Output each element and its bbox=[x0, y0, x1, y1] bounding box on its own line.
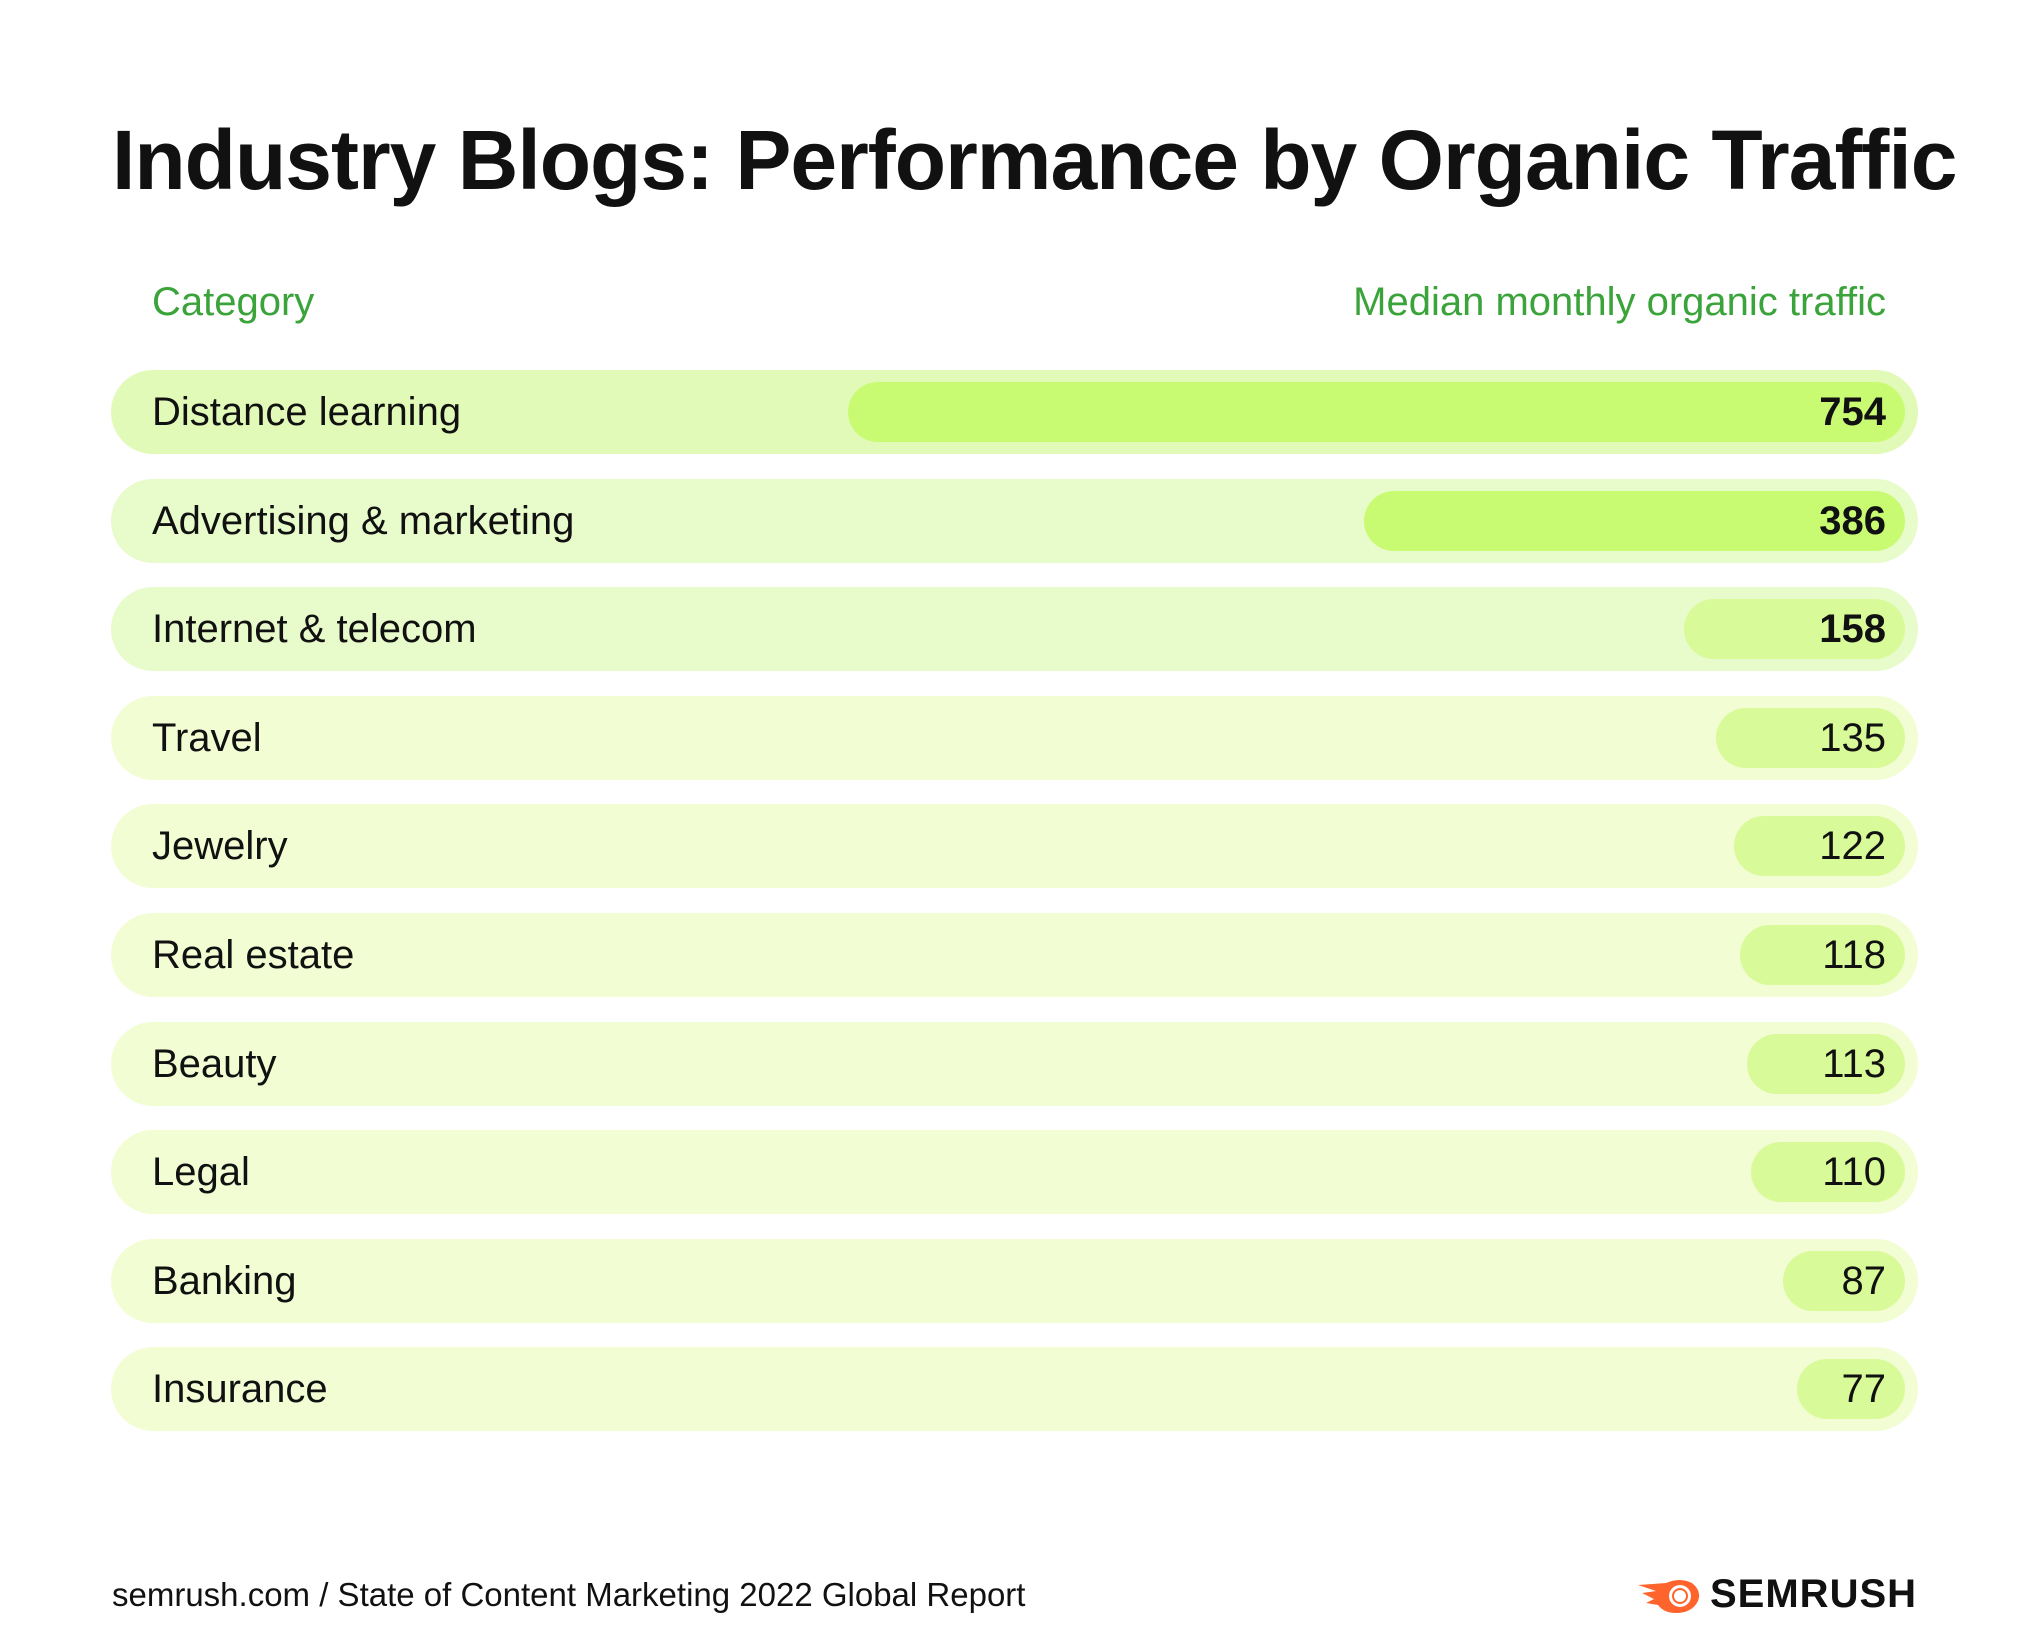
category-label: Real estate bbox=[152, 933, 355, 977]
semrush-logo: SEMRUSH bbox=[1636, 1572, 1917, 1617]
value-label: 113 bbox=[1822, 1041, 1886, 1086]
bar bbox=[1363, 490, 1905, 551]
value-label: 135 bbox=[1819, 715, 1886, 760]
bar bbox=[1739, 925, 1905, 985]
category-label: Advertising & marketing bbox=[152, 498, 575, 543]
category-label: Insurance bbox=[152, 1367, 328, 1412]
bar bbox=[1733, 816, 1905, 877]
bar-row: Distance learning 754 bbox=[111, 370, 1918, 454]
bar-row: Banking 87 bbox=[111, 1238, 1918, 1323]
bar-row: Beauty 113 bbox=[111, 1021, 1918, 1106]
bar-row: Advertising & marketing 386 bbox=[111, 478, 1918, 563]
value-label: 754 bbox=[1819, 390, 1886, 434]
value-label: 87 bbox=[1841, 1258, 1887, 1303]
value-header: Median monthly organic traffic bbox=[1353, 280, 1886, 324]
bar bbox=[1715, 707, 1905, 768]
bar bbox=[1683, 599, 1905, 660]
bar bbox=[1746, 1033, 1905, 1094]
category-label: Jewelry bbox=[152, 824, 288, 869]
semrush-wordmark: SEMRUSH bbox=[1710, 1572, 1918, 1616]
chart-title: Industry Blogs: Performance by Organic T… bbox=[112, 113, 1957, 207]
bar-row: Legal 110 bbox=[111, 1130, 1918, 1215]
bar bbox=[848, 382, 1905, 442]
category-label: Internet & telecom bbox=[152, 607, 477, 652]
category-header: Category bbox=[152, 280, 315, 324]
bar-row: Insurance 77 bbox=[111, 1347, 1918, 1432]
bar bbox=[1750, 1142, 1905, 1203]
source-footer: semrush.com / State of Content Marketing… bbox=[112, 1576, 1026, 1613]
value-label: 110 bbox=[1822, 1150, 1886, 1195]
semrush-fireball-icon bbox=[1638, 1579, 1700, 1613]
bar-row: Real estate 118 bbox=[111, 913, 1918, 997]
value-label: 122 bbox=[1819, 824, 1886, 869]
category-label: Banking bbox=[152, 1258, 297, 1303]
value-label: 118 bbox=[1822, 933, 1886, 977]
bar bbox=[1797, 1359, 1905, 1420]
bar-row: Travel 135 bbox=[111, 695, 1918, 780]
category-label: Beauty bbox=[152, 1041, 277, 1086]
bar-row: Jewelry 122 bbox=[111, 804, 1918, 889]
bar bbox=[1783, 1250, 1905, 1311]
bar-row: Internet & telecom 158 bbox=[111, 587, 1918, 672]
category-label: Travel bbox=[152, 715, 262, 760]
value-label: 386 bbox=[1819, 498, 1886, 543]
category-label: Legal bbox=[152, 1150, 250, 1195]
value-label: 158 bbox=[1819, 607, 1886, 652]
value-label: 77 bbox=[1841, 1367, 1887, 1412]
category-label: Distance learning bbox=[152, 390, 462, 434]
